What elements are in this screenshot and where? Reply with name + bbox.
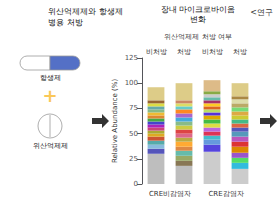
svg-text:처방: 처방	[233, 48, 247, 56]
svg-text:0: 0	[134, 180, 138, 188]
svg-text:비처방: 비처방	[202, 48, 223, 56]
svg-text:50: 50	[129, 130, 138, 138]
svg-text:항생제: 항생제	[40, 74, 61, 82]
svg-text:CRE비감염자: CRE비감염자	[149, 190, 191, 198]
svg-text:25: 25	[129, 155, 138, 163]
svg-text:위산억제제와 항생제: 위산억제제와 항생제	[48, 7, 123, 16]
svg-text:변화: 변화	[190, 15, 206, 24]
svg-text:Relative Abundance (%): Relative Abundance (%)	[111, 79, 119, 163]
svg-text:위산억제제 처방 여부: 위산억제제 처방 여부	[164, 33, 231, 41]
svg-text:장내 마이크로바이옴: 장내 마이크로바이옴	[161, 5, 236, 14]
svg-text:125: 125	[125, 54, 138, 62]
svg-text:75: 75	[129, 104, 138, 112]
svg-text:병용 처방: 병용 처방	[48, 18, 83, 27]
svg-text:위산억제제: 위산억제제	[33, 142, 68, 150]
svg-text:+: +	[42, 85, 57, 106]
svg-text:<연구: <연구	[250, 8, 273, 17]
svg-text:100: 100	[125, 79, 138, 87]
svg-text:비처방: 비처방	[146, 48, 167, 56]
svg-text:처방: 처방	[177, 48, 191, 56]
svg-text:CRE감염자: CRE감염자	[208, 190, 243, 198]
